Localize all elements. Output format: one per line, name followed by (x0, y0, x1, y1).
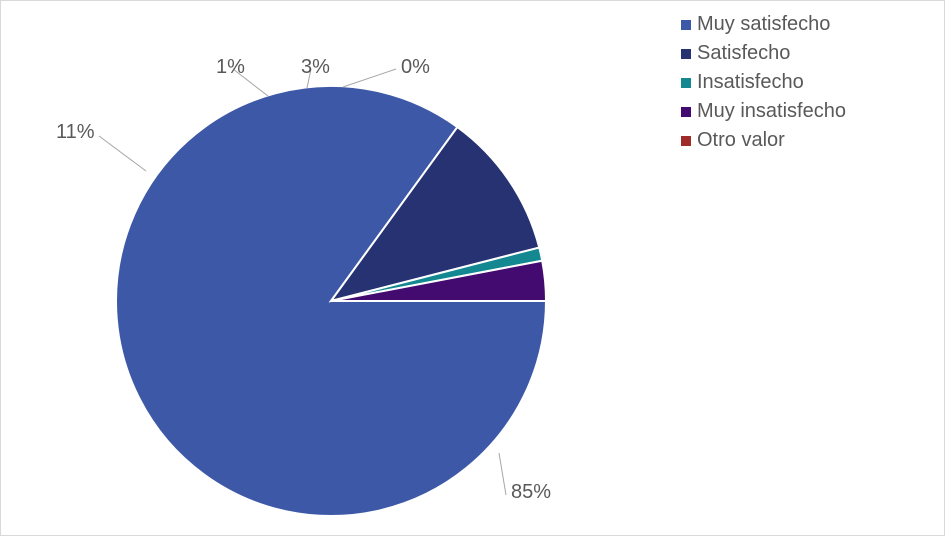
legend-label: Insatisfecho (697, 69, 804, 96)
legend-item-insatisfecho: Insatisfecho (681, 69, 846, 96)
legend-label: Satisfecho (697, 40, 790, 67)
slice-label-satisfecho: 11% (56, 121, 95, 144)
legend-item-muy_insatisfecho: Muy insatisfecho (681, 98, 846, 125)
slice-label-muy_satisfecho: 85% (511, 481, 551, 504)
legend-label: Muy insatisfecho (697, 98, 846, 125)
legend-label: Otro valor (697, 127, 785, 154)
legend-swatch-muy_satisfecho (681, 20, 691, 30)
legend-swatch-otro_valor (681, 136, 691, 146)
legend-item-muy_satisfecho: Muy satisfecho (681, 11, 846, 38)
chart-frame: Muy satisfechoSatisfechoInsatisfechoMuy … (0, 0, 945, 536)
leader-line-satisfecho (99, 136, 146, 171)
slice-label-insatisfecho: 1% (216, 56, 245, 79)
legend: Muy satisfechoSatisfechoInsatisfechoMuy … (681, 11, 846, 156)
leader-line-muy_satisfecho (499, 453, 506, 495)
leader-line-otro_valor (343, 69, 396, 87)
legend-swatch-muy_insatisfecho (681, 107, 691, 117)
slice-label-otro_valor: 0% (401, 56, 430, 79)
slice-label-muy_insatisfecho: 3% (301, 56, 330, 79)
legend-swatch-insatisfecho (681, 78, 691, 88)
legend-swatch-satisfecho (681, 49, 691, 59)
legend-item-satisfecho: Satisfecho (681, 40, 846, 67)
legend-label: Muy satisfecho (697, 11, 830, 38)
legend-item-otro_valor: Otro valor (681, 127, 846, 154)
